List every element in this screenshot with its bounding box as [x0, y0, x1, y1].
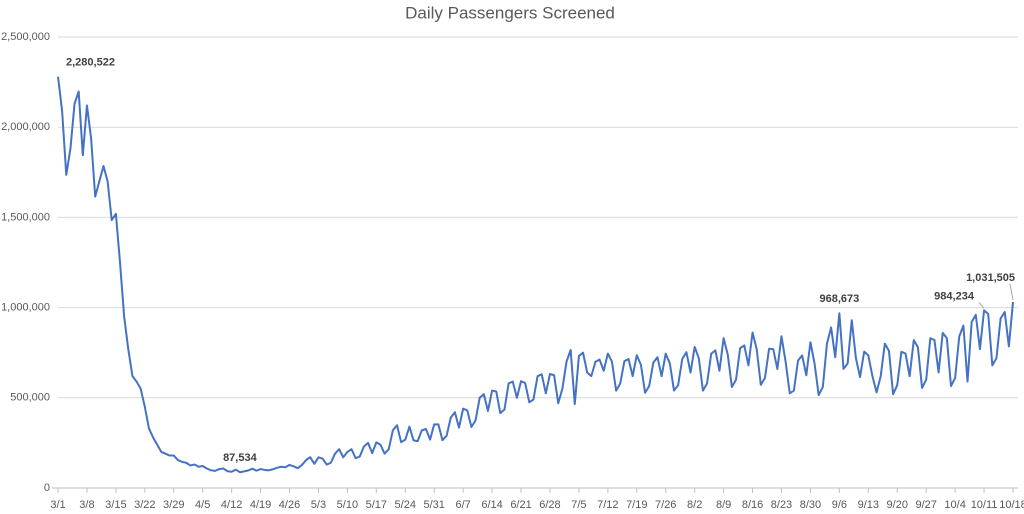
x-tick-label: 3/1	[50, 499, 65, 511]
x-tick-label: 10/11	[971, 499, 998, 511]
x-tick-label: 5/31	[424, 499, 445, 511]
y-tick-label: 0	[44, 482, 50, 494]
x-tick-label: 9/20	[887, 499, 908, 511]
x-tick-label: 5/3	[311, 499, 326, 511]
x-tick-label: 3/29	[163, 499, 184, 511]
x-tick-label: 4/19	[250, 499, 271, 511]
data-label: 1,031,505	[966, 272, 1015, 284]
x-tick-label: 9/6	[832, 499, 847, 511]
x-tick-label: 8/9	[716, 499, 731, 511]
x-tick-label: 10/4	[944, 499, 965, 511]
chart-title: Daily Passengers Screened	[405, 3, 615, 22]
data-label: 2,280,522	[66, 57, 115, 69]
x-tick-label: 6/21	[510, 499, 531, 511]
x-tick-label: 8/16	[742, 499, 763, 511]
x-tick-label: 5/24	[395, 499, 416, 511]
x-tick-label: 8/2	[687, 499, 702, 511]
x-tick-label: 5/17	[366, 499, 387, 511]
y-tick-label: 1,500,000	[1, 211, 50, 223]
x-tick-label: 7/19	[626, 499, 647, 511]
x-tick-label: 7/26	[655, 499, 676, 511]
y-tick-label: 500,000	[10, 392, 50, 404]
x-tick-label: 5/10	[337, 499, 358, 511]
x-tick-label: 6/14	[481, 499, 502, 511]
x-tick-label: 10/18	[999, 499, 1024, 511]
leader-line	[978, 302, 985, 309]
x-tick-label: 3/15	[105, 499, 126, 511]
x-tick-label: 8/30	[800, 499, 821, 511]
x-tick-label: 9/27	[915, 499, 936, 511]
data-line	[57, 76, 1014, 474]
leader-line	[1009, 283, 1014, 301]
x-tick-label: 4/12	[221, 499, 242, 511]
x-tick-label: 4/5	[195, 499, 210, 511]
x-tick-label: 3/22	[134, 499, 155, 511]
y-tick-label: 1,000,000	[1, 302, 50, 314]
x-tick-label: 8/23	[771, 499, 792, 511]
x-tick-label: 4/26	[279, 499, 300, 511]
y-tick-label: 2,500,000	[1, 31, 50, 43]
data-label: 984,234	[934, 290, 975, 302]
y-tick-label: 2,000,000	[1, 121, 50, 133]
x-tick-label: 7/12	[597, 499, 618, 511]
data-label: 968,673	[819, 293, 859, 305]
x-tick-label: 6/7	[456, 499, 471, 511]
x-tick-label: 6/28	[539, 499, 560, 511]
x-tick-label: 9/13	[858, 499, 879, 511]
x-tick-label: 7/5	[571, 499, 586, 511]
x-tick-label: 3/8	[79, 499, 94, 511]
data-label: 87,534	[223, 452, 258, 464]
